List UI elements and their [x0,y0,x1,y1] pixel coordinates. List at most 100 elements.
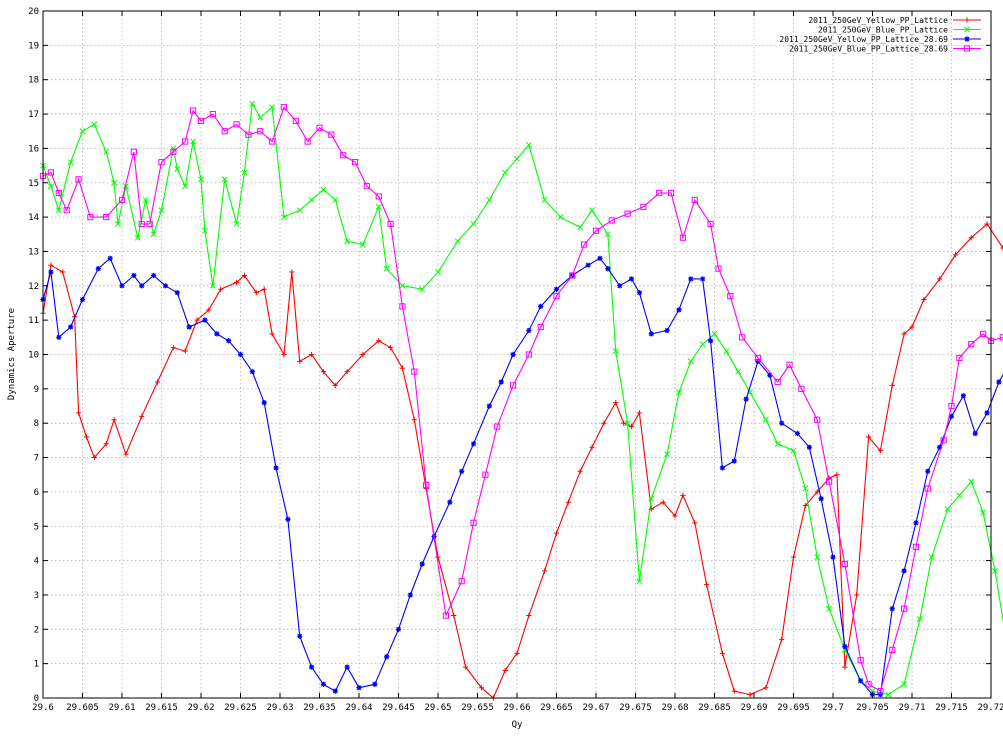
data-point [834,472,840,478]
data-point [297,358,303,364]
data-point [731,688,737,694]
data-point [130,148,137,155]
data-point [830,554,836,560]
data-point [214,331,220,337]
x-tick-label: 29.695 [777,703,810,713]
data-point [411,417,417,423]
data-point [48,262,54,268]
y-tick-label: 13 [28,247,39,257]
data-point [142,196,149,203]
y-tick-label: 4 [34,557,39,567]
data-point [877,691,883,698]
data-point [170,148,177,155]
x-tick-label: 29.625 [224,703,257,713]
data-point [557,214,564,221]
data-point [774,440,781,447]
data-point [794,430,801,437]
x-tick-label: 29.645 [382,703,415,713]
data-point [640,203,647,210]
data-point [814,489,820,495]
data-point [158,207,165,214]
data-point [419,286,426,293]
data-point [257,114,264,121]
data-point [486,403,492,409]
data-point [727,293,734,300]
data-point [514,155,520,162]
data-point [123,451,129,457]
data-point [502,667,508,674]
data-point [542,568,548,574]
data-point [75,410,82,416]
data-point [344,369,350,375]
data-point [68,324,74,330]
data-point [351,159,359,166]
data-point [667,189,675,197]
data-point [459,468,465,474]
data-point [435,269,441,276]
data-point [704,582,710,588]
data-point [376,338,382,344]
data-point [237,351,244,358]
data-point [328,131,335,138]
data-point [842,643,848,650]
data-point [944,506,951,513]
data-point [648,495,655,502]
data-point [194,317,200,323]
data-point [387,220,394,228]
x-tick-label: 29.685 [698,703,731,713]
y-tick-label: 18 [28,76,39,86]
data-point [182,138,189,145]
data-point [442,612,449,619]
data-point [340,152,347,159]
data-point [451,612,457,619]
data-point [399,365,406,371]
data-point [636,578,643,585]
data-point [723,348,730,355]
data-point [980,509,987,516]
data-point [292,117,299,125]
data-point [359,241,366,248]
data-point [925,468,931,474]
data-point [687,358,694,365]
data-point [865,434,872,440]
data-point [818,496,824,502]
data-point [103,214,110,221]
data-point [119,283,125,289]
data-point [636,290,643,296]
data-point [577,468,583,474]
x-tick-label: 29.6 [32,703,54,713]
y-tick-label: 9 [34,385,39,395]
data-point [482,471,489,478]
data-point [372,681,378,687]
legend-entry-label: 2011_250GeV_Yellow_PP_Lattice_28.69 [779,35,948,44]
data-point [399,303,406,310]
data-point [103,441,109,447]
data-point [269,104,276,111]
data-point [754,354,762,362]
data-point [877,448,883,454]
data-point [608,217,615,224]
data-point [209,110,216,118]
data-point [913,520,919,526]
data-point [245,131,252,138]
data-point [798,385,805,392]
data-point [139,413,145,419]
data-point [360,351,366,358]
data-point [968,235,974,241]
data-point [190,138,197,145]
data-point [289,269,295,275]
data-point [688,276,694,282]
x-tick-label: 29.615 [145,703,178,713]
data-point [605,266,611,272]
data-point [356,685,362,691]
legend-swatch-marker [964,17,970,23]
data-point [253,290,259,296]
data-point [664,327,670,334]
data-point [285,516,291,522]
x-tick-label: 29.62 [187,703,214,713]
data-point [309,351,315,358]
x-tick-label: 29.61 [108,703,135,713]
data-point [525,351,532,358]
